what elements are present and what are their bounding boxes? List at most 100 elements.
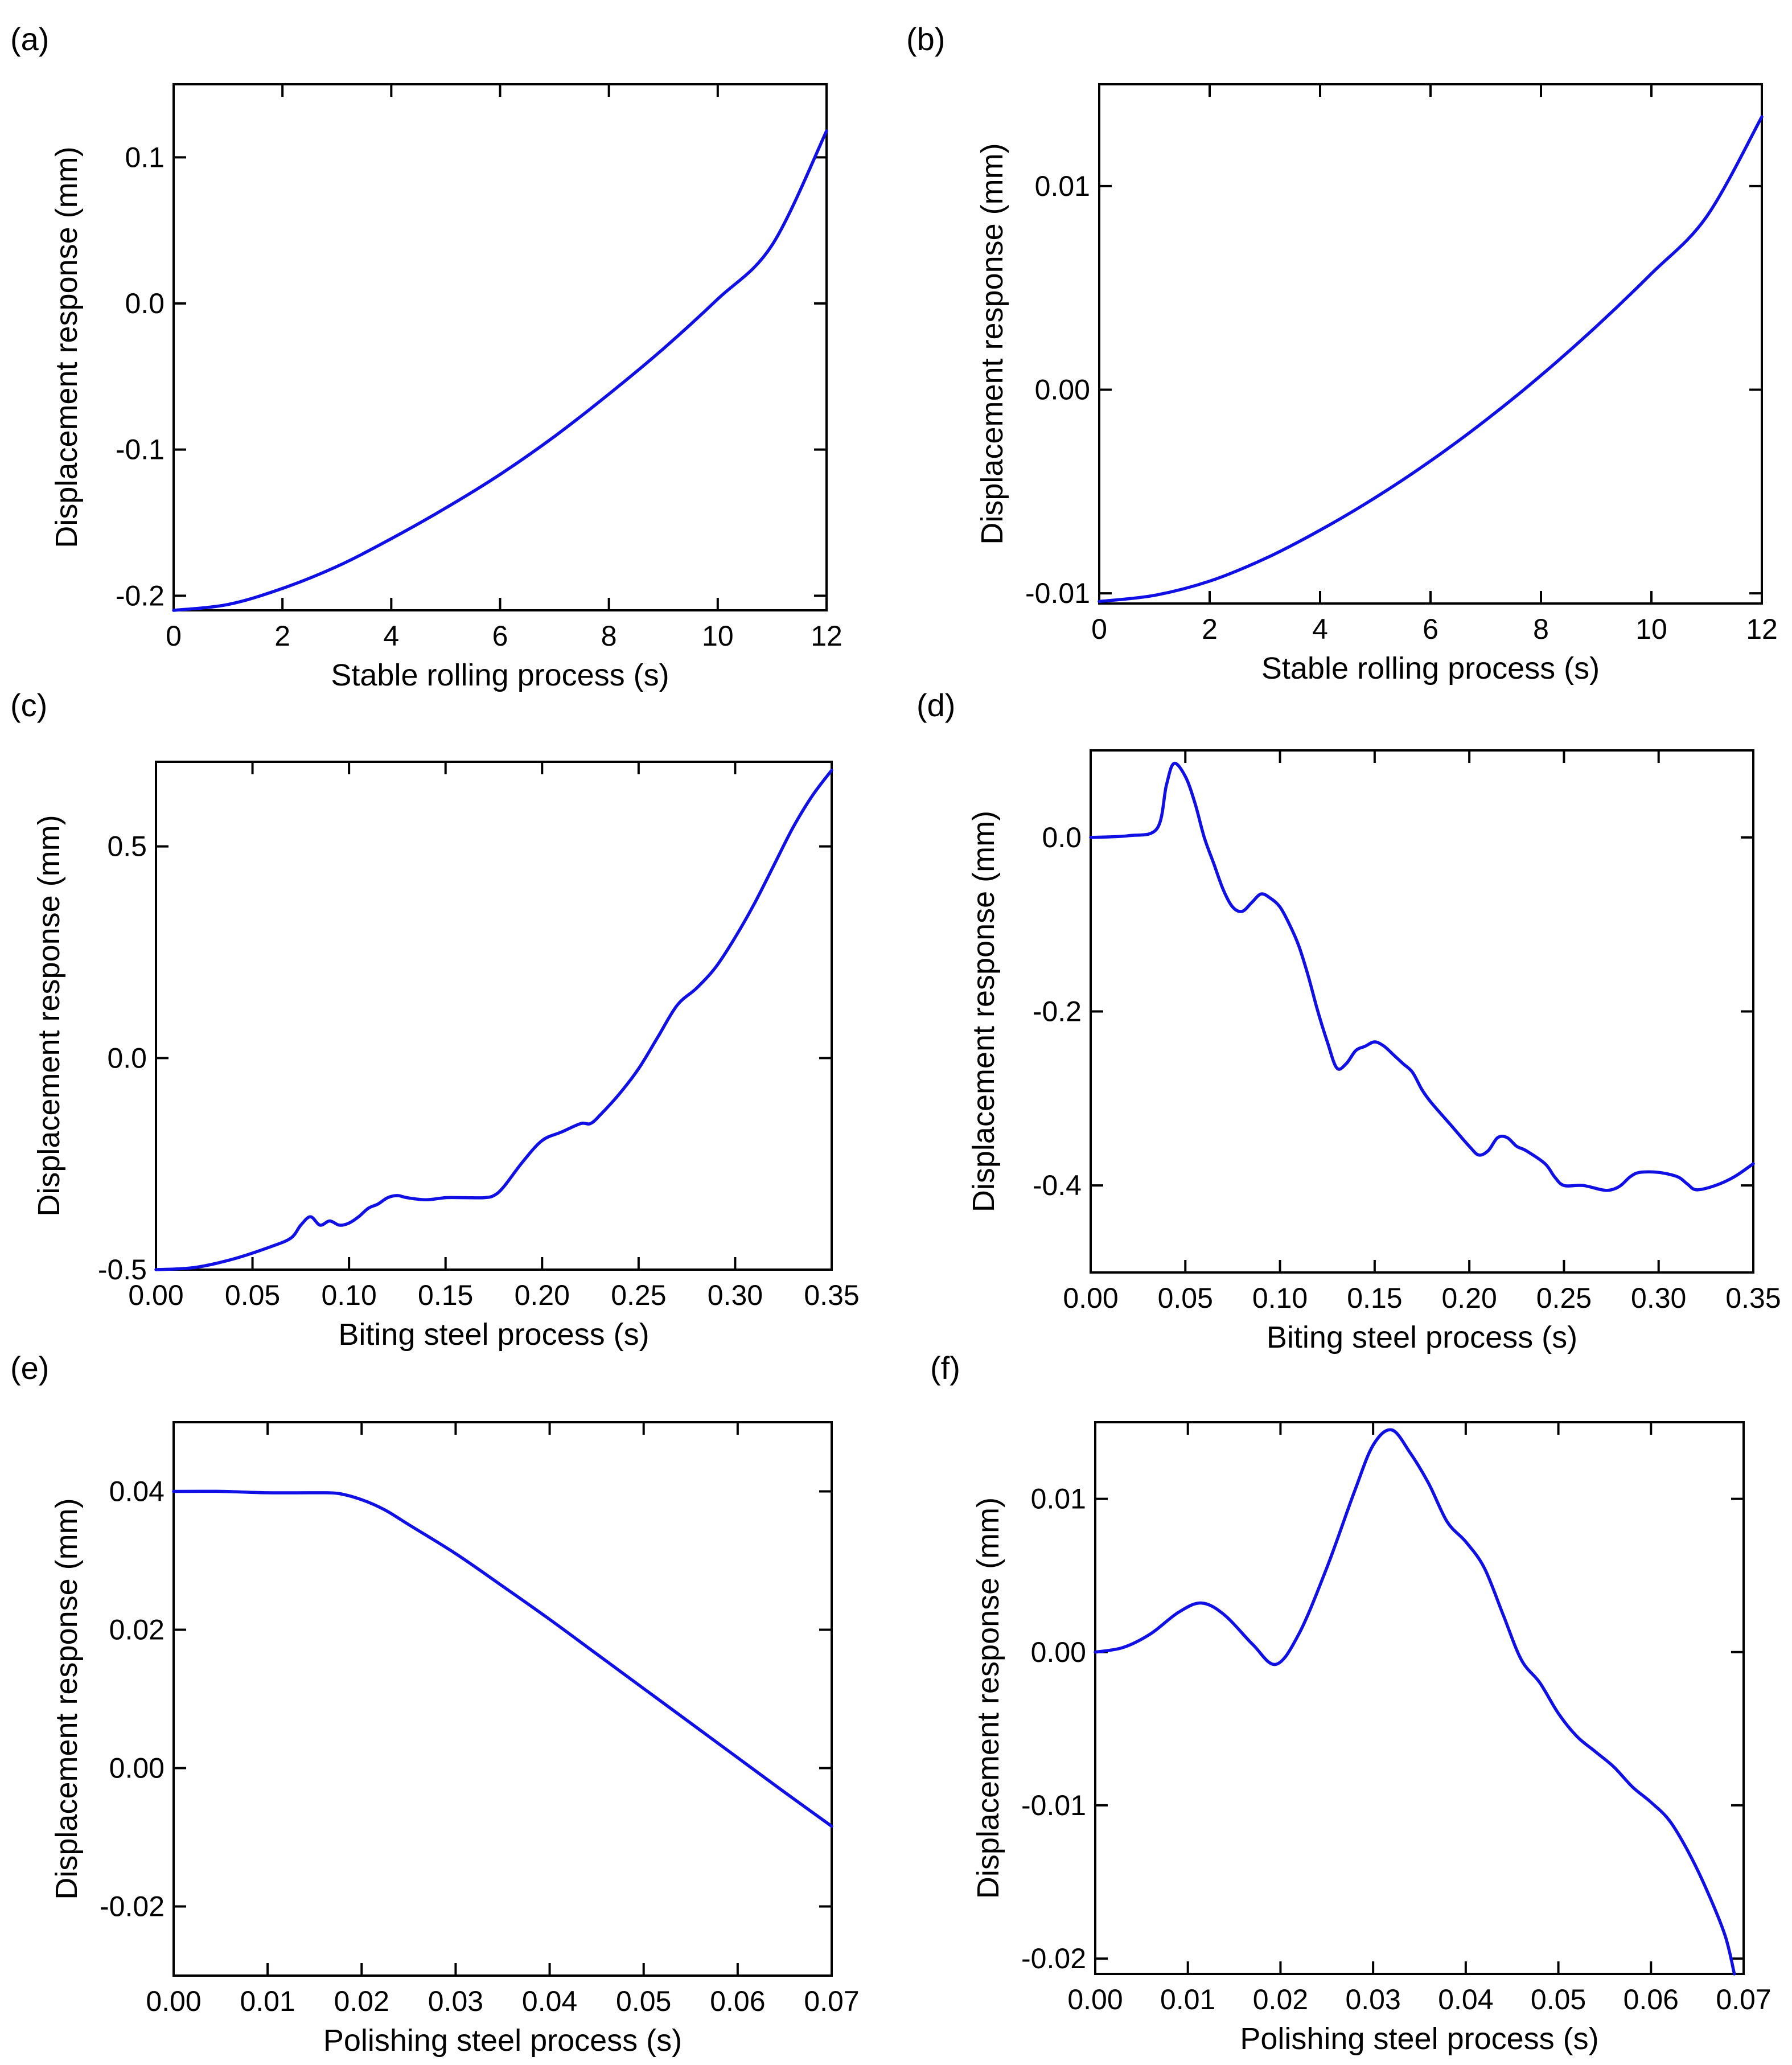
x-tick-label: 0.35 <box>1725 1282 1781 1314</box>
x-tick-label: 0.07 <box>1716 1984 1771 2015</box>
x-tick-label: 0.05 <box>1158 1282 1213 1314</box>
x-axis-title: Polishing steel process (s) <box>323 2023 682 2058</box>
series-line-displacement <box>154 769 833 1271</box>
x-tick-label: 0.02 <box>1253 1984 1308 2015</box>
plot-frame <box>1098 83 1763 605</box>
y-tick-label: 0.02 <box>109 1614 165 1646</box>
plot-frame <box>1090 749 1754 1274</box>
y-tick-label: 0.00 <box>1031 1636 1086 1668</box>
y-tick-label: 0.01 <box>1035 170 1090 202</box>
x-tick-label: 0.30 <box>708 1279 763 1311</box>
plot-frame <box>155 761 833 1271</box>
y-tick-label: -0.02 <box>100 1891 165 1923</box>
x-axis-title: Biting steel process (s) <box>1267 1320 1577 1354</box>
y-tick-label: 0.00 <box>1035 373 1090 405</box>
y-tick-label: 0.0 <box>1042 822 1082 853</box>
x-tick-label: 0.30 <box>1631 1282 1686 1314</box>
series-line-displacement <box>172 129 828 612</box>
y-tick-label: 0.04 <box>109 1476 165 1508</box>
x-tick-label: 6 <box>1423 613 1438 645</box>
y-tick-label: -0.2 <box>116 580 165 611</box>
x-tick-label: 0.35 <box>804 1279 859 1311</box>
y-tick-label: 0.0 <box>125 288 165 319</box>
series-line-displacement <box>172 1489 833 1828</box>
x-tick-label: 0.25 <box>611 1279 666 1311</box>
x-axis-title: Stable rolling process (s) <box>331 658 669 692</box>
x-tick-label: 0.10 <box>321 1279 376 1311</box>
x-tick-label: 0.05 <box>225 1279 280 1311</box>
x-tick-label: 0.20 <box>1441 1282 1497 1314</box>
x-tick-label: 0 <box>166 620 182 652</box>
x-tick-label: 8 <box>601 620 617 652</box>
series-line-displacement <box>1089 761 1755 1192</box>
panel-label: (f) <box>930 1350 960 1386</box>
y-axis-title: Displacement response (mm) <box>50 1498 84 1899</box>
y-axis-title: Displacement response (mm) <box>971 1497 1005 1899</box>
chart-panel-4: (d) 0.00 0.05 0.10 0.15 0.20 0.25 0.30 0.35 -0.4 -… <box>916 687 1781 1354</box>
x-tick-label: 2 <box>1202 613 1218 645</box>
x-tick-label: 0.07 <box>804 1985 859 2017</box>
x-tick-label: 0.15 <box>1347 1282 1402 1314</box>
series-line-displacement <box>1098 115 1764 604</box>
x-tick-label: 0.05 <box>1531 1984 1586 2015</box>
x-tick-label: 0.06 <box>710 1985 765 2017</box>
x-axis-title: Polishing steel process (s) <box>1240 2022 1598 2056</box>
y-tick-label: -0.5 <box>98 1254 147 1286</box>
y-axis-title: Displacement response (mm) <box>975 143 1009 544</box>
panel-label: (b) <box>906 21 945 57</box>
x-tick-label: 8 <box>1533 613 1549 645</box>
panel-label: (c) <box>10 687 47 723</box>
x-tick-label: 6 <box>492 620 508 652</box>
chart-panel-1: (a) 0 2 4 6 8 10 12 -0.2 -0.1 0.0 0.1 Stable rolling… <box>10 21 842 692</box>
x-tick-label: 0.03 <box>428 1985 483 2017</box>
y-axis-title: Displacement response (mm) <box>50 146 84 548</box>
y-tick-label: 0.01 <box>1031 1483 1086 1515</box>
y-tick-label: 0.1 <box>125 141 165 173</box>
x-tick-label: 0.00 <box>1067 1984 1123 2015</box>
y-tick-label: 0.00 <box>109 1752 165 1784</box>
y-tick-label: 0.0 <box>107 1042 147 1074</box>
y-tick-label: -0.02 <box>1021 1943 1086 1974</box>
chart-panel-2: (b) 0 2 4 6 8 10 12 -0.01 0.00 0.01 Stable rolling … <box>906 21 1778 685</box>
x-tick-label: 0.15 <box>418 1279 473 1311</box>
y-tick-label: -0.01 <box>1025 577 1090 609</box>
x-tick-label: 0.01 <box>240 1985 295 2017</box>
x-tick-label: 0.04 <box>522 1985 577 2017</box>
x-tick-label: 12 <box>811 620 842 652</box>
x-tick-label: 0.05 <box>616 1985 671 2017</box>
x-tick-label: 0.25 <box>1536 1282 1592 1314</box>
x-tick-label: 0.01 <box>1160 1984 1215 2015</box>
y-tick-label: -0.2 <box>1033 996 1082 1028</box>
x-tick-label: 0.03 <box>1345 1984 1400 2015</box>
y-tick-label: -0.1 <box>116 434 165 466</box>
x-tick-label: 0.00 <box>128 1279 183 1311</box>
panel-label: (a) <box>10 21 49 57</box>
x-tick-label: 0 <box>1091 613 1107 645</box>
x-axis-title: Biting steel process (s) <box>338 1317 649 1352</box>
x-tick-label: 0.20 <box>515 1279 570 1311</box>
x-tick-label: 0.00 <box>146 1985 201 2017</box>
x-tick-label: 0.10 <box>1252 1282 1308 1314</box>
panel-label: (e) <box>10 1350 49 1386</box>
x-tick-label: 0.06 <box>1624 1984 1679 2015</box>
x-tick-label: 0.02 <box>334 1985 389 2017</box>
x-tick-label: 12 <box>1746 613 1778 645</box>
y-tick-label: -0.4 <box>1033 1169 1082 1201</box>
x-tick-label: 4 <box>383 620 399 652</box>
plot-frame <box>172 1421 833 1977</box>
x-tick-label: 10 <box>702 620 734 652</box>
x-tick-label: 0.00 <box>1063 1282 1118 1314</box>
y-tick-label: 0.5 <box>107 831 147 863</box>
plot-frame <box>172 83 828 611</box>
chart-panel-3: (c) 0.00 0.05 0.10 0.15 0.20 0.25 0.30 0.35 -0.5 0… <box>10 687 860 1352</box>
y-axis-title: Displacement response (mm) <box>967 811 1001 1212</box>
plot-frame <box>1094 1421 1745 1975</box>
x-tick-label: 0.04 <box>1438 1984 1493 2015</box>
chart-panel-6: (f) 0.00 0.01 0.02 0.03 0.04 0.05 0.06 0.07 -0.02… <box>930 1350 1772 2056</box>
x-tick-label: 2 <box>274 620 290 652</box>
y-axis-title: Displacement response (mm) <box>32 815 66 1216</box>
series-line-displacement <box>1094 1428 1736 1976</box>
x-axis-title: Stable rolling process (s) <box>1261 651 1600 685</box>
x-tick-label: 4 <box>1312 613 1328 645</box>
